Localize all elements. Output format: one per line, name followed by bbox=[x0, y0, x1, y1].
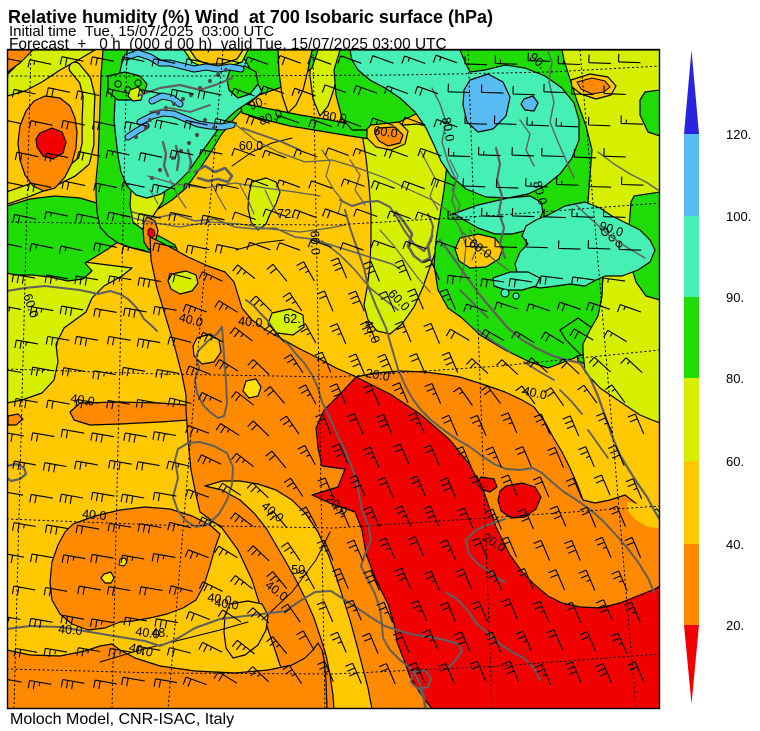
svg-text:40.0: 40.0 bbox=[82, 507, 108, 523]
svg-text:40.0: 40.0 bbox=[214, 595, 240, 612]
svg-text:62.: 62. bbox=[283, 312, 300, 326]
svg-text:60.0: 60.0 bbox=[307, 230, 322, 255]
svg-text:60.0: 60.0 bbox=[239, 139, 263, 153]
svg-text:60.: 60. bbox=[726, 454, 744, 469]
svg-text:120.: 120. bbox=[726, 127, 751, 142]
svg-text:40.0: 40.0 bbox=[521, 384, 548, 403]
svg-text:20.0: 20.0 bbox=[364, 366, 390, 384]
svg-text:48.: 48. bbox=[151, 626, 168, 640]
svg-text:100.: 100. bbox=[726, 209, 751, 224]
svg-text:40.0: 40.0 bbox=[70, 391, 96, 408]
svg-text:40.: 40. bbox=[726, 537, 744, 552]
svg-text:72.: 72. bbox=[277, 207, 294, 221]
svg-text:20.: 20. bbox=[726, 618, 744, 633]
svg-text:40.0: 40.0 bbox=[207, 590, 233, 607]
svg-text:80.0: 80.0 bbox=[530, 179, 550, 206]
svg-text:40.0: 40.0 bbox=[135, 624, 161, 641]
svg-text:90.: 90. bbox=[726, 290, 744, 305]
svg-text:60.0: 60.0 bbox=[373, 123, 399, 140]
svg-text:40.0: 40.0 bbox=[177, 310, 204, 329]
svg-text:80.: 80. bbox=[726, 371, 744, 386]
svg-text:80.0: 80.0 bbox=[322, 108, 348, 125]
svg-text:40.0: 40.0 bbox=[58, 622, 84, 638]
svg-text:40.0: 40.0 bbox=[238, 314, 264, 330]
svg-text:50.: 50. bbox=[291, 563, 308, 577]
svg-text:40.0: 40.0 bbox=[127, 640, 154, 659]
svg-text:80.0: 80.0 bbox=[439, 116, 457, 142]
svg-text:90.: 90. bbox=[247, 94, 268, 113]
